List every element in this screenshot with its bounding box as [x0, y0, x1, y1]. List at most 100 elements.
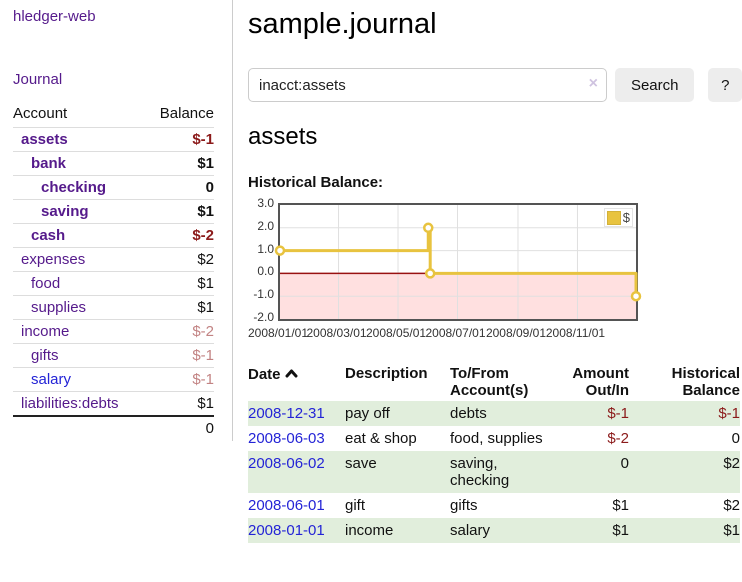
- x-axis-tick-label: 2008/01/01: [247, 326, 309, 340]
- account-link[interactable]: supplies: [31, 299, 87, 316]
- transaction-date-link[interactable]: 2008-06-01: [248, 497, 325, 514]
- help-button[interactable]: ?: [708, 68, 742, 102]
- transaction-accounts: salary: [450, 522, 491, 539]
- historical-balance-chart[interactable]: $ 3.0 2.0 1.0 0.0 -1.0 -2.0 2008/01/01 2008/03/…: [247, 196, 742, 342]
- transaction-date-link[interactable]: 2008-12-31: [248, 405, 325, 422]
- accounts-total-value: 0: [145, 415, 214, 440]
- transaction-balance: $1: [723, 522, 740, 539]
- account-row: gifts $-1: [13, 343, 214, 368]
- transaction-amount: $1: [612, 522, 629, 539]
- transaction-accounts: debts: [450, 405, 487, 422]
- account-link[interactable]: assets: [21, 131, 68, 148]
- account-row: checking 0: [13, 175, 214, 200]
- app-title-link[interactable]: hledger-web: [13, 8, 96, 25]
- account-row: expenses $2: [13, 247, 214, 272]
- chevron-up-icon: [285, 365, 298, 382]
- account-link[interactable]: income: [21, 323, 70, 340]
- transaction-date-link[interactable]: 2008-06-03: [248, 430, 325, 447]
- txn-header-amount: Amount Out/In: [572, 365, 629, 399]
- account-balance: $1: [145, 151, 214, 176]
- transaction-accounts: gifts: [450, 497, 478, 514]
- transaction-balance: $-1: [718, 405, 740, 422]
- account-link[interactable]: food: [31, 275, 61, 292]
- transaction-accounts: food, supplies: [450, 430, 543, 447]
- chart-legend: $: [603, 208, 633, 227]
- account-link[interactable]: expenses: [21, 251, 86, 268]
- x-axis-tick-label: 2008/11/01: [545, 326, 606, 340]
- y-axis-tick-label: 2.0: [257, 218, 274, 233]
- transaction-balance: $2: [723, 497, 740, 514]
- account-link[interactable]: gifts: [31, 347, 59, 364]
- transaction-description: gift: [345, 497, 366, 514]
- search-form: × Search ?: [248, 68, 742, 102]
- accounts-header-balance: Balance: [159, 105, 214, 122]
- sidebar-item-journal[interactable]: Journal: [13, 71, 63, 88]
- transactions-table: Date Description To/From Account(s) Amou…: [248, 363, 740, 543]
- transaction-row[interactable]: 2008-12-31 pay off debts $-1 $-1: [248, 401, 740, 426]
- account-row: cash $-2: [13, 223, 214, 248]
- x-axis-tick-label: 2008/09/01: [485, 326, 546, 340]
- account-row: supplies $1: [13, 295, 214, 320]
- transaction-description: eat & shop: [345, 430, 417, 447]
- clear-search-icon[interactable]: ×: [588, 75, 598, 92]
- txn-header-date[interactable]: Date: [248, 363, 345, 401]
- series-label: $: [622, 210, 630, 225]
- accounts-header-account: Account: [13, 105, 68, 122]
- transaction-amount: $-1: [607, 405, 629, 422]
- account-link[interactable]: salary: [31, 371, 72, 388]
- account-heading: assets: [248, 123, 318, 150]
- account-balance: 0: [145, 175, 214, 200]
- y-axis-tick-label: -2.0: [253, 310, 274, 324]
- account-link[interactable]: bank: [31, 155, 67, 172]
- accounts-table: Account Balance assets $-1 bank $1 checking 0…: [13, 102, 214, 440]
- txn-header-accounts: To/From Account(s): [450, 365, 529, 399]
- accounts-total-row: 0: [13, 415, 214, 440]
- y-axis-tick-label: -1.0: [253, 287, 274, 302]
- account-balance: $-1: [145, 127, 214, 152]
- transaction-accounts: saving, checking: [450, 455, 510, 489]
- transaction-amount: $1: [612, 497, 629, 514]
- transaction-date-link[interactable]: 2008-06-02: [248, 455, 325, 472]
- main-panel: sample.journal × Search ? assets Histori…: [248, 0, 742, 543]
- account-row: liabilities:debts $1: [13, 391, 214, 416]
- account-balance: $1: [145, 271, 214, 296]
- account-balance: $-1: [145, 343, 214, 368]
- transaction-row[interactable]: 2008-01-01 income salary $1 $1: [248, 518, 740, 543]
- account-row: assets $-1: [13, 127, 214, 152]
- txn-header-balance: Historical Balance: [671, 365, 740, 399]
- account-balance: $1: [145, 199, 214, 224]
- account-balance: $-2: [145, 319, 214, 344]
- x-axis-tick-label: 2008/03/01: [306, 326, 367, 340]
- txn-header-description: Description: [345, 365, 428, 382]
- transaction-amount: $-2: [607, 430, 629, 447]
- sidebar: hledger-web Journal Account Balance asse…: [0, 0, 233, 441]
- transaction-amount: 0: [620, 455, 629, 472]
- account-balance: $-2: [145, 223, 214, 248]
- chart-plot-area[interactable]: $: [274, 203, 642, 321]
- account-balance: $1: [145, 295, 214, 320]
- account-row: food $1: [13, 271, 214, 296]
- transaction-row[interactable]: 2008-06-03 eat & shop food, supplies $-2 0: [248, 426, 740, 451]
- account-row: salary $-1: [13, 367, 214, 392]
- account-link[interactable]: liabilities:debts: [21, 395, 119, 412]
- y-axis-tick-label: 1.0: [257, 241, 274, 256]
- transaction-row[interactable]: 2008-06-01 gift gifts $1 $2: [248, 493, 740, 518]
- transaction-date-link[interactable]: 2008-01-01: [248, 522, 325, 539]
- account-balance: $-1: [145, 367, 214, 392]
- search-input[interactable]: [248, 68, 607, 102]
- search-box: ×: [248, 68, 607, 102]
- x-axis-tick-label: 2008/05/01: [365, 326, 427, 340]
- search-button[interactable]: Search: [614, 68, 695, 102]
- account-balance: $2: [145, 247, 214, 272]
- transaction-balance: $2: [723, 455, 740, 472]
- account-link[interactable]: cash: [31, 227, 66, 244]
- account-link[interactable]: saving: [41, 203, 89, 220]
- account-row: bank $1: [13, 151, 214, 176]
- transaction-balance: 0: [731, 430, 740, 447]
- y-axis-tick-label: 3.0: [257, 196, 274, 210]
- transaction-description: income: [345, 522, 394, 539]
- transaction-row[interactable]: 2008-06-02 save saving, checking 0 $2: [248, 451, 740, 493]
- account-link[interactable]: checking: [41, 179, 107, 196]
- chart-canvas: [274, 205, 642, 319]
